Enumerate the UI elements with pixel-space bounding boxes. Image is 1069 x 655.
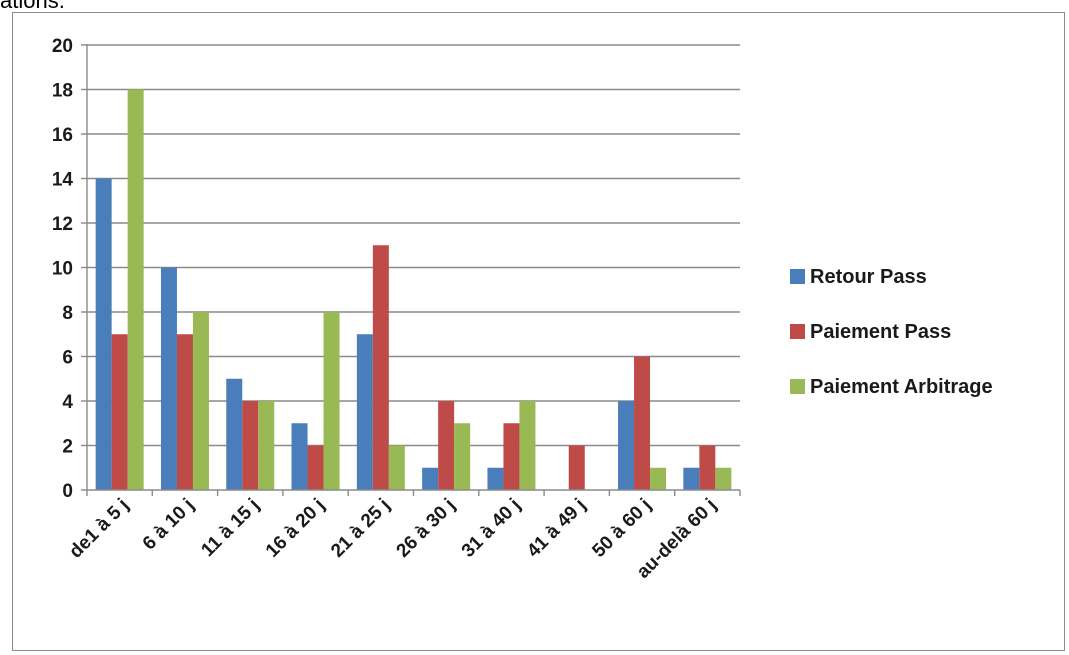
legend-swatch [790, 324, 805, 339]
bar-paiement-arbitrage [192, 312, 209, 490]
bar-retour-pass [226, 378, 243, 490]
bar-paiement-arbitrage [519, 401, 536, 490]
legend-swatch [790, 269, 805, 284]
y-tick-label: 18 [52, 81, 73, 102]
page-text-fragment: ations. [0, 0, 65, 13]
bar-paiement-arbitrage [715, 467, 732, 490]
y-tick-label: 10 [52, 259, 73, 280]
bar-paiement-arbitrage [127, 89, 144, 490]
x-tick-label: 26 à 30 j [393, 495, 460, 562]
bars [95, 89, 732, 490]
x-tick-label: 41 à 49 j [523, 495, 590, 562]
y-tick-label: 6 [62, 348, 73, 369]
y-tick-label: 14 [52, 170, 74, 191]
bar-paiement-pass [242, 401, 259, 490]
bar-paiement-arbitrage [388, 445, 405, 490]
legend-label: Paiement Arbitrage [810, 376, 993, 398]
bar-retour-pass [422, 467, 439, 490]
bar-paiement-arbitrage [650, 467, 667, 490]
y-tick-label: 12 [52, 214, 73, 235]
bar-paiement-pass [438, 401, 455, 490]
bar-retour-pass [487, 467, 504, 490]
x-tick-label: 11 à 15 j [197, 495, 263, 561]
y-tick-label: 16 [52, 125, 73, 146]
bar-retour-pass [95, 178, 112, 490]
bar-paiement-pass [503, 423, 520, 490]
bar-paiement-pass [176, 334, 193, 490]
y-tick-label: 2 [62, 437, 73, 458]
bar-paiement-pass [307, 445, 324, 490]
bar-paiement-pass [372, 245, 389, 490]
y-tick-label: 4 [62, 392, 73, 413]
bar-retour-pass [356, 334, 373, 490]
bar-retour-pass [291, 423, 308, 490]
bar-retour-pass [683, 467, 700, 490]
y-tick-label: 8 [62, 303, 73, 324]
legend-label: Retour Pass [810, 266, 927, 288]
legend: Retour Pass Paiement Pass Paiement Arbitra… [790, 266, 993, 398]
legend-swatch [790, 379, 805, 394]
bar-paiement-arbitrage [454, 423, 471, 490]
gridlines [87, 44, 740, 447]
bar-paiement-arbitrage [258, 401, 275, 490]
bar-paiement-arbitrage [323, 312, 340, 490]
y-tick-label: 20 [52, 36, 73, 57]
bar-paiement-pass [699, 445, 716, 490]
x-tick-label: 31 à 40 j [458, 495, 525, 562]
bar-paiement-pass [634, 356, 651, 490]
x-tick-label: 16 à 20 j [262, 495, 329, 562]
bar-paiement-pass [111, 334, 128, 490]
x-tick-label: 21 à 25 j [327, 495, 394, 562]
bar-retour-pass [618, 401, 635, 490]
bar-retour-pass [160, 267, 177, 490]
y-tick-label: 0 [62, 481, 73, 502]
chart-frame [12, 12, 1065, 651]
x-tick-label: 50 à 60 j [588, 495, 655, 562]
bar-paiement-pass [568, 445, 585, 490]
y-axis-ticks: 0 2 4 6 8 10 12 14 16 18 20 [52, 36, 87, 502]
x-tick-label: de1 à 5 j [65, 495, 133, 563]
legend-label: Paiement Pass [810, 321, 951, 343]
x-tick-label: 6 à 10 j [139, 495, 199, 555]
